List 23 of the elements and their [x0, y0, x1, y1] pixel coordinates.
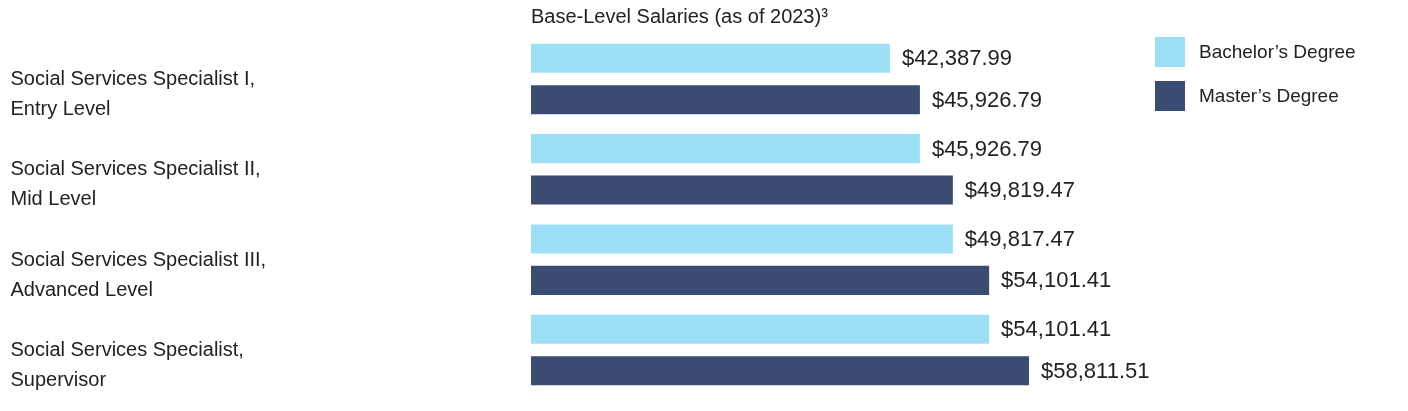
data-label: $42,387.99 [901, 45, 1013, 71]
y-tick-label: Social Services Specialist, Supervisor [10, 337, 244, 390]
data-label: $45,926.79 [931, 86, 1043, 112]
data-label: $58,811.51 [1041, 357, 1150, 383]
bar [531, 134, 920, 164]
legend-label: Master’s Degree [1199, 85, 1339, 106]
chart-title: Base-Level Salaries (as of 2023)³ [531, 5, 829, 27]
bar [531, 85, 920, 115]
legend-label: Bachelor’s Degree [1199, 41, 1356, 62]
y-tick-label: Social Services Specialist II, Mid Level [10, 157, 261, 210]
bar [531, 356, 1029, 386]
y-tick-label: Social Services Specialist I, Entry Level [10, 67, 256, 120]
data-label: $45,926.79 [931, 135, 1043, 161]
data-label: $54,101.41 [1001, 316, 1112, 342]
bar [531, 265, 990, 295]
bar [531, 224, 953, 254]
data-label: $49,817.47 [964, 225, 1075, 251]
data-label: $54,101.41 [1001, 267, 1112, 293]
bar [531, 175, 953, 205]
bar [531, 314, 990, 344]
y-tick-label: Social Services Specialist III, Advanced Level [10, 247, 267, 300]
bar [531, 43, 890, 73]
data-label: $49,819.47 [964, 177, 1075, 203]
